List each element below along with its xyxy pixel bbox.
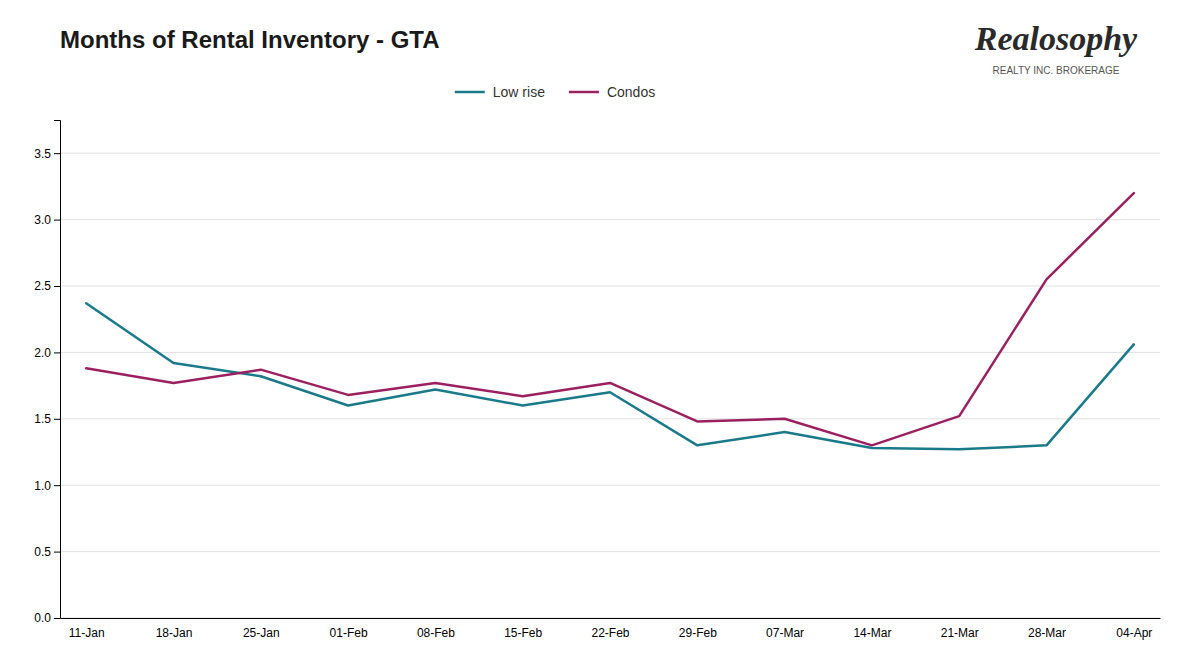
grid [60, 153, 1160, 618]
y-tick-label: 0.5 [34, 545, 51, 559]
y-tick-label: 2.5 [34, 279, 51, 293]
y-tick-mark [54, 153, 60, 154]
y-tick: 1.5 [34, 412, 60, 426]
plot-area: 0.0 0.5 1.0 1.5 2.0 2.5 3.0 3.5 11-Jan 18-Jan 25-J… [34, 121, 1160, 640]
x-tick-label: 21-Mar [941, 626, 979, 640]
x-tick: 01-Feb [330, 626, 368, 640]
x-tick: 11-Jan [69, 626, 105, 640]
x-tick-label: 01-Feb [330, 626, 368, 640]
x-tick: 21-Mar [941, 626, 979, 640]
y-tick: 2.0 [34, 346, 60, 360]
y-axis: 0.0 0.5 1.0 1.5 2.0 2.5 3.0 3.5 [34, 121, 60, 626]
x-tick: 07-Mar [766, 626, 804, 640]
legend: Low rise Condos [455, 84, 655, 100]
x-tick-label: 15-Feb [504, 626, 542, 640]
x-tick-label: 29-Feb [679, 626, 717, 640]
legend-swatch [455, 91, 485, 94]
x-axis-line [61, 618, 1161, 619]
y-tick-mark [54, 419, 60, 420]
chart-svg: 0.0 0.5 1.0 1.5 2.0 2.5 3.0 3.5 11-Jan 18-Jan 25-J… [0, 0, 1200, 668]
grid-line [60, 418, 1160, 419]
y-tick-label: 1.5 [34, 412, 51, 426]
series-line [86, 193, 1134, 445]
legend-item: Low rise [455, 84, 545, 100]
x-tick-label: 28-Mar [1028, 626, 1066, 640]
y-tick-label: 2.0 [34, 346, 51, 360]
y-tick-label: 0.0 [34, 611, 51, 625]
grid-line [60, 485, 1160, 486]
legend-item: Condos [569, 84, 655, 100]
x-tick: 04-Apr [1116, 626, 1152, 640]
grid-line [60, 352, 1160, 353]
y-tick-label: 1.0 [34, 479, 51, 493]
grid-line [60, 551, 1160, 552]
x-tick: 08-Feb [417, 626, 455, 640]
x-tick-label: 14-Mar [853, 626, 891, 640]
x-tick-label: 07-Mar [766, 626, 804, 640]
grid-line [60, 286, 1160, 287]
grid-line [60, 153, 1160, 154]
legend-swatch [569, 91, 599, 94]
grid-line [60, 219, 1160, 220]
x-tick-label: 25-Jan [243, 626, 280, 640]
x-tick: 18-Jan [156, 626, 193, 640]
y-tick-mark [54, 220, 60, 221]
x-tick-label: 11-Jan [69, 626, 105, 640]
y-tick: 3.5 [34, 147, 60, 161]
y-tick-mark [54, 618, 60, 619]
y-tick-label: 3.0 [34, 213, 51, 227]
y-tick-label: 3.5 [34, 147, 51, 161]
y-tick: 0.5 [34, 545, 60, 559]
y-tick: 3.0 [34, 213, 60, 227]
y-tick-mark [54, 286, 60, 287]
y-tick: 1.0 [34, 479, 60, 493]
annotation: Realosophy [974, 20, 1138, 57]
x-tick: 14-Mar [853, 626, 891, 640]
legend-label: Condos [607, 84, 655, 100]
y-tick-mark [54, 552, 60, 553]
x-tick: 28-Mar [1028, 626, 1066, 640]
x-tick: 25-Jan [243, 626, 280, 640]
x-tick: 22-Feb [591, 626, 629, 640]
x-tick-label: 08-Feb [417, 626, 455, 640]
x-tick-label: 22-Feb [591, 626, 629, 640]
x-axis: 11-Jan 18-Jan 25-Jan 01-Feb 08-Feb 15-Feb 22-F… [61, 619, 1161, 640]
annotation: REALTY INC. BROKERAGE [993, 65, 1120, 76]
y-tick-mark [54, 485, 60, 486]
x-tick-label: 18-Jan [156, 626, 193, 640]
legend-label: Low rise [493, 84, 545, 100]
y-tick: 2.5 [34, 279, 60, 293]
x-tick: 15-Feb [504, 626, 542, 640]
series-line [86, 303, 1134, 449]
grid-line [60, 618, 1160, 619]
y-tick-mark [54, 352, 60, 353]
x-tick-label: 04-Apr [1116, 626, 1152, 640]
chart-title: Months of Rental Inventory - GTA [60, 26, 440, 53]
y-tick: 0.0 [34, 611, 60, 625]
x-tick: 29-Feb [679, 626, 717, 640]
lines [86, 193, 1134, 449]
y-axis-line [54, 121, 61, 619]
